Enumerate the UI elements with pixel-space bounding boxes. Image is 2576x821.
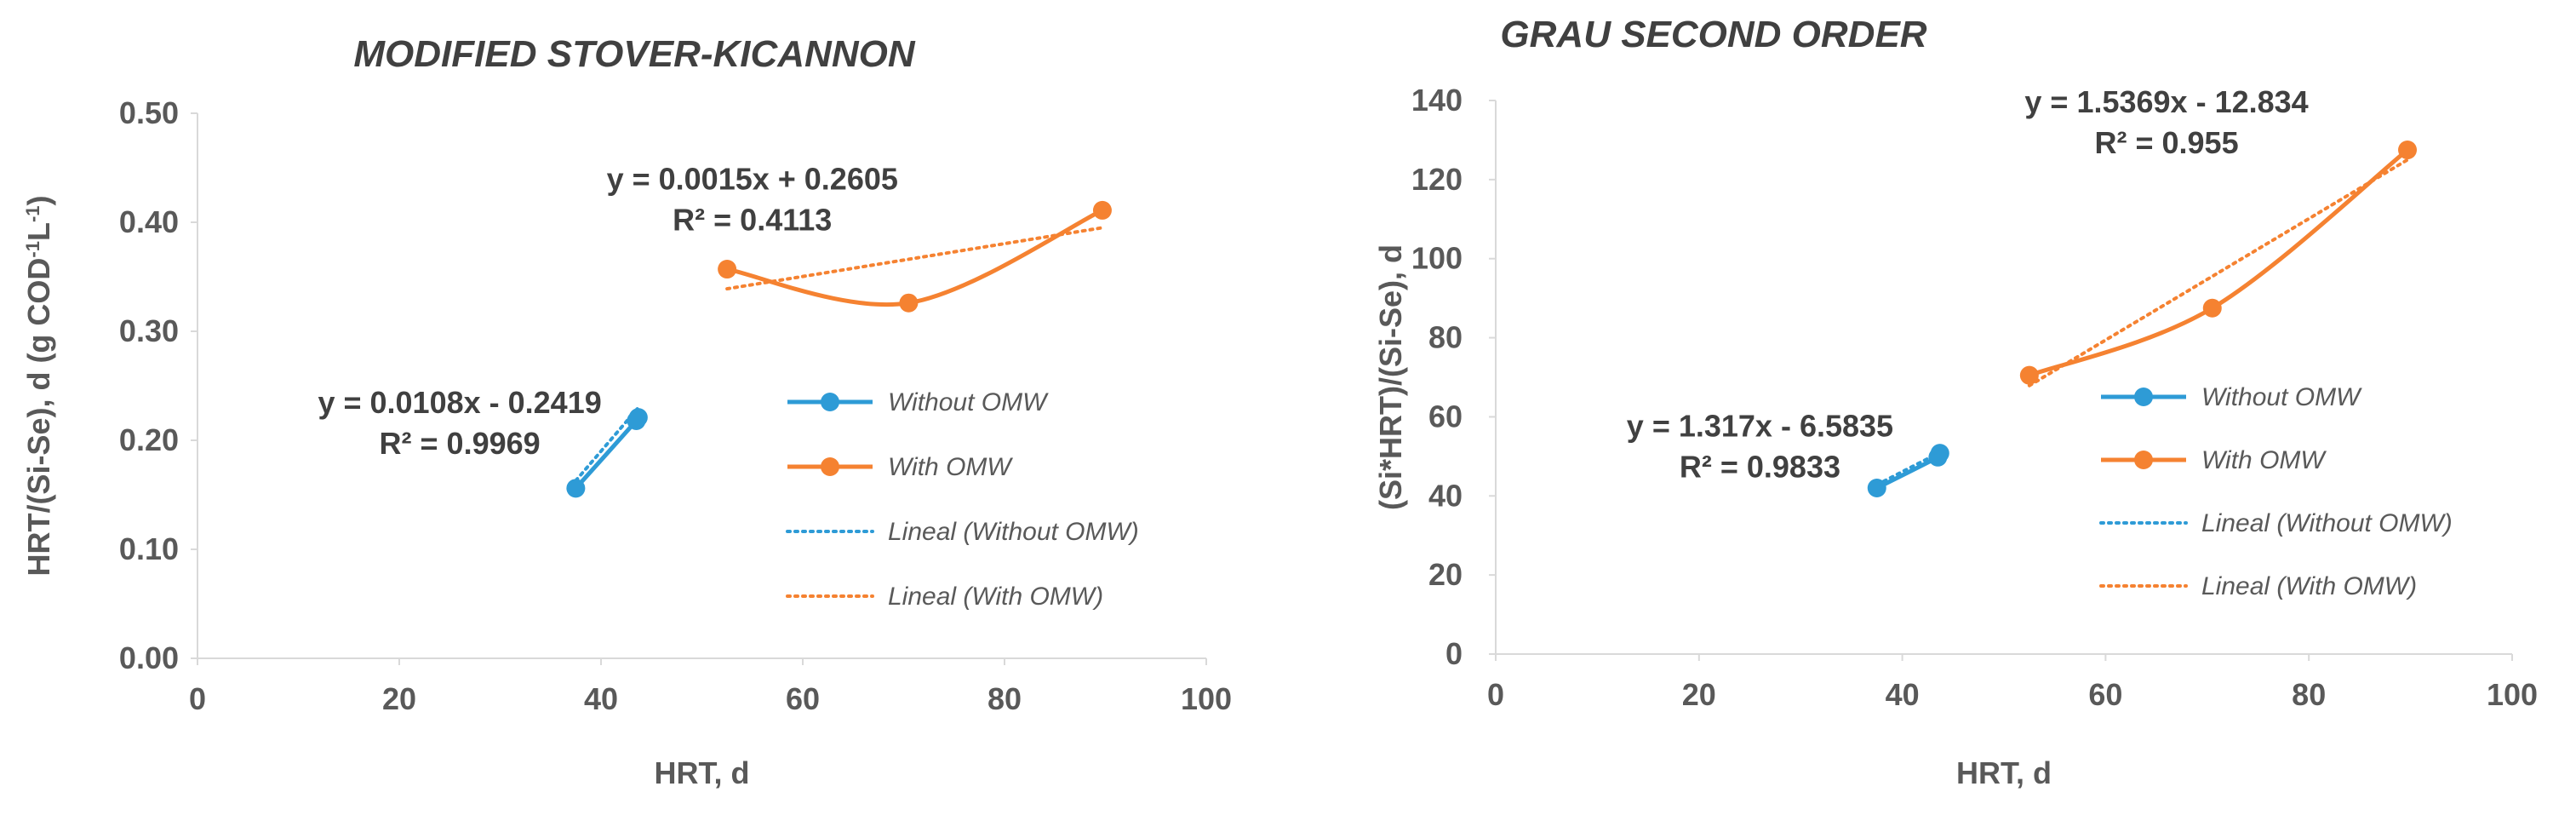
trendline-3 bbox=[725, 226, 1104, 291]
legend-marker-0 bbox=[821, 393, 839, 411]
x-tick-label: 80 bbox=[2292, 677, 2326, 712]
equation-label-1: y = 0.0015x + 0.2605 bbox=[607, 162, 898, 197]
y-tick-label: 120 bbox=[1411, 162, 1463, 197]
trendline-2 bbox=[1875, 451, 1942, 487]
data-point-1-0 bbox=[2019, 365, 2039, 385]
equation-label-0: y = 1.317x - 6.5835 bbox=[1627, 409, 1893, 444]
chart-title: GRAU SECOND ORDER bbox=[1500, 14, 1926, 55]
data-point-1-1 bbox=[2202, 298, 2222, 318]
x-tick-label: 40 bbox=[584, 681, 618, 716]
y-tick-label: 40 bbox=[1428, 478, 1463, 513]
equation-label-1: y = 1.5369x - 12.834 bbox=[2024, 84, 2308, 119]
y-tick-label: 0.50 bbox=[119, 95, 179, 130]
x-tick-label: 60 bbox=[786, 681, 820, 716]
y-tick-label: 0.30 bbox=[119, 313, 179, 348]
y-tick-label: 140 bbox=[1411, 83, 1463, 118]
y-axis-title: (Si*HRT)/(Si-Se), d bbox=[1373, 244, 1408, 510]
x-tick-label: 100 bbox=[1181, 681, 1232, 716]
stover-kicannon-plot: MODIFIED STOVER-KICANNON 0.00 0.10 0.20 0.30… bbox=[21, 33, 1232, 790]
legend-label-2: Lineal (Without OMW) bbox=[888, 518, 1139, 546]
x-tick-label: 80 bbox=[987, 681, 1022, 716]
legend-label-3: Lineal (With OMW) bbox=[888, 583, 1103, 611]
data-point-1-2 bbox=[2398, 141, 2418, 160]
x-tick-label: 60 bbox=[2088, 677, 2122, 712]
y-tick-label: 0.00 bbox=[119, 640, 179, 675]
x-tick-label: 40 bbox=[1886, 677, 1920, 712]
data-point-1-0 bbox=[718, 260, 737, 279]
y-tick-label: 60 bbox=[1428, 399, 1463, 433]
data-point-1-2 bbox=[1092, 200, 1112, 220]
legend-marker-1 bbox=[821, 457, 839, 476]
r-squared-label-1: R² = 0.955 bbox=[2094, 125, 2238, 160]
r-squared-label-0: R² = 0.9833 bbox=[1680, 450, 1840, 485]
r-squared-label-0: R² = 0.9969 bbox=[380, 426, 541, 461]
x-tick-label: 0 bbox=[1487, 677, 1504, 712]
legend-label-2: Lineal (Without OMW) bbox=[2201, 509, 2453, 537]
y-axis-title: HRT/(Si-Se), d (g COD-1L-1) bbox=[21, 195, 56, 576]
legend-marker-0 bbox=[2134, 388, 2153, 406]
y-tick-label: 0.20 bbox=[119, 422, 179, 457]
legend-label-1: With OMW bbox=[888, 453, 1013, 481]
x-axis-title: HRT, d bbox=[655, 755, 750, 790]
data-point-0-0 bbox=[566, 479, 586, 498]
chart-modified-stover-kicannon: MODIFIED STOVER-KICANNON 0.00 0.10 0.20 0.30… bbox=[21, 33, 1232, 790]
data-point-1-1 bbox=[899, 293, 919, 313]
x-tick-label: 20 bbox=[382, 681, 416, 716]
x-tick-label: 20 bbox=[1682, 677, 1716, 712]
y-tick-label: 80 bbox=[1428, 320, 1463, 355]
trendline-2 bbox=[574, 405, 640, 483]
legend-marker-1 bbox=[2134, 451, 2153, 469]
chart-title: MODIFIED STOVER-KICANNON bbox=[353, 33, 915, 75]
y-tick-label: 0.10 bbox=[119, 531, 179, 566]
data-point-0-2 bbox=[628, 408, 648, 428]
chart-grau-second-order: GRAU SECOND ORDER 0 20 40 60 80 100 120 140 0 20 40… bbox=[1288, 0, 2576, 821]
grau-second-order-plot: GRAU SECOND ORDER 0 20 40 60 80 100 120 140 0 20 40… bbox=[1373, 14, 2538, 790]
legend-label-0: Without OMW bbox=[888, 388, 1049, 416]
legend-label-3: Lineal (With OMW) bbox=[2201, 572, 2417, 600]
y-tick-label: 20 bbox=[1428, 557, 1463, 592]
x-tick-label: 0 bbox=[189, 681, 206, 716]
series-line-1 bbox=[2028, 148, 2409, 378]
equation-label-0: y = 0.0108x - 0.2419 bbox=[318, 385, 601, 420]
x-axis-title: HRT, d bbox=[1956, 755, 2052, 790]
legend-label-0: Without OMW bbox=[2201, 383, 2362, 411]
y-tick-label: 0.40 bbox=[119, 204, 179, 239]
data-point-0-0 bbox=[1867, 479, 1886, 497]
trendline-3 bbox=[2027, 158, 2410, 388]
y-tick-label: 100 bbox=[1411, 241, 1463, 276]
r-squared-label-1: R² = 0.4113 bbox=[673, 203, 832, 238]
x-tick-label: 100 bbox=[2487, 677, 2538, 712]
legend-label-1: With OMW bbox=[2201, 446, 2327, 474]
y-tick-label: 0 bbox=[1445, 636, 1463, 671]
